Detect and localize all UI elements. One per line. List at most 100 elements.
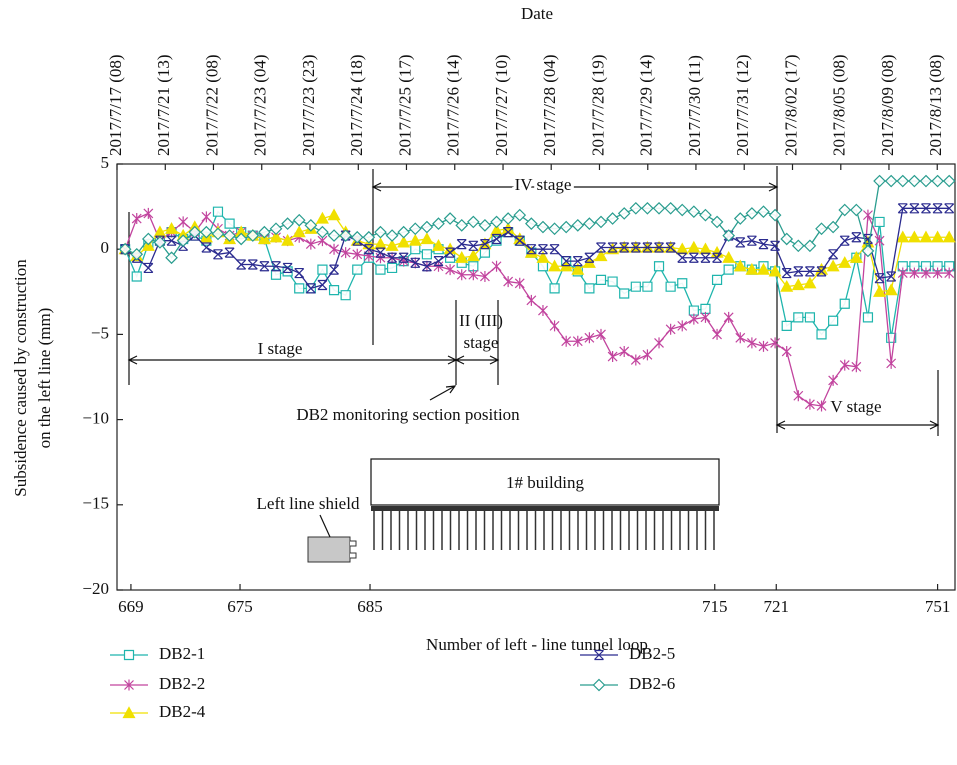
marker (583, 217, 596, 230)
marker (246, 229, 260, 242)
y-tick-label: −20 (82, 579, 109, 598)
marker (907, 230, 921, 243)
marker (920, 261, 932, 272)
marker (466, 249, 480, 262)
legend-marker (122, 706, 136, 719)
marker (688, 252, 699, 263)
marker (375, 252, 386, 264)
marker (931, 174, 944, 188)
marker (619, 288, 630, 299)
top-tick-label: 2017/7/26 (14) (444, 54, 463, 156)
marker (838, 256, 852, 268)
marker (630, 242, 641, 253)
marker (641, 201, 654, 215)
marker (863, 233, 873, 245)
marker (410, 257, 421, 268)
top-tick-label: 2017/7/28 (19) (588, 54, 607, 156)
marker (329, 243, 339, 255)
marker (513, 208, 527, 222)
series-line (124, 207, 950, 290)
marker (281, 233, 295, 246)
marker (269, 222, 283, 236)
marker (816, 329, 827, 340)
legend-label: DB2-5 (629, 644, 675, 663)
y-tick-label: −5 (91, 323, 109, 342)
marker (606, 212, 619, 225)
marker (595, 274, 607, 285)
marker (385, 239, 399, 251)
marker (468, 269, 479, 281)
marker (455, 218, 469, 232)
marker (176, 234, 190, 248)
marker (143, 262, 154, 274)
marker (408, 233, 422, 246)
marker (165, 251, 178, 265)
legend-label: DB2-1 (159, 644, 205, 663)
annotation: II (III) (459, 311, 503, 330)
marker (712, 252, 722, 263)
marker (921, 267, 931, 279)
building-base (371, 506, 719, 511)
marker (932, 203, 943, 214)
marker (851, 232, 862, 243)
x-tick-label: 685 (357, 597, 383, 616)
marker (491, 260, 502, 272)
marker (688, 313, 699, 325)
marker (468, 240, 479, 251)
marker (269, 230, 283, 243)
annotations: IV stage I stage II (III) stage DB2 moni… (127, 166, 940, 563)
marker (327, 208, 341, 221)
marker (385, 229, 399, 242)
marker (143, 207, 154, 219)
marker (431, 239, 446, 251)
annotation: I stage (258, 339, 303, 358)
top-tick-label: 2017/7/21 (13) (154, 54, 173, 156)
marker (537, 261, 549, 272)
marker (745, 262, 759, 275)
marker (503, 276, 514, 288)
top-tick-label: 2017/8/02 (17) (781, 54, 800, 156)
marker (874, 273, 885, 284)
marker (804, 312, 816, 323)
marker (258, 225, 271, 239)
marker (756, 262, 771, 275)
marker (909, 203, 920, 214)
marker (851, 361, 862, 373)
marker (838, 203, 852, 217)
marker (803, 239, 817, 253)
marker (456, 269, 467, 281)
marker (594, 215, 608, 229)
marker (213, 249, 223, 260)
marker (781, 267, 792, 279)
marker (480, 238, 490, 250)
top-tick-label: 2017/7/28 (04) (540, 54, 559, 156)
shield-leader (319, 514, 331, 538)
marker (317, 279, 328, 291)
marker (619, 242, 630, 253)
marker (408, 222, 422, 236)
marker (352, 248, 363, 260)
marker (665, 281, 676, 292)
marker (224, 247, 235, 258)
marker (596, 242, 606, 253)
marker (548, 259, 562, 272)
stage-arrow (775, 420, 940, 430)
marker (768, 208, 782, 222)
x-tick-label: 669 (118, 597, 144, 616)
legend-marker (124, 679, 134, 691)
marker (723, 264, 734, 275)
marker (433, 256, 444, 267)
series (118, 208, 956, 297)
marker (932, 261, 943, 272)
marker (758, 238, 769, 250)
marker (398, 252, 409, 263)
marker (897, 267, 908, 279)
marker (653, 261, 665, 272)
marker (944, 203, 955, 214)
marker (584, 283, 595, 294)
marker (201, 242, 212, 253)
y-tick-label: 0 (101, 238, 110, 257)
marker (722, 250, 736, 263)
marker (305, 238, 316, 250)
marker (897, 203, 908, 214)
